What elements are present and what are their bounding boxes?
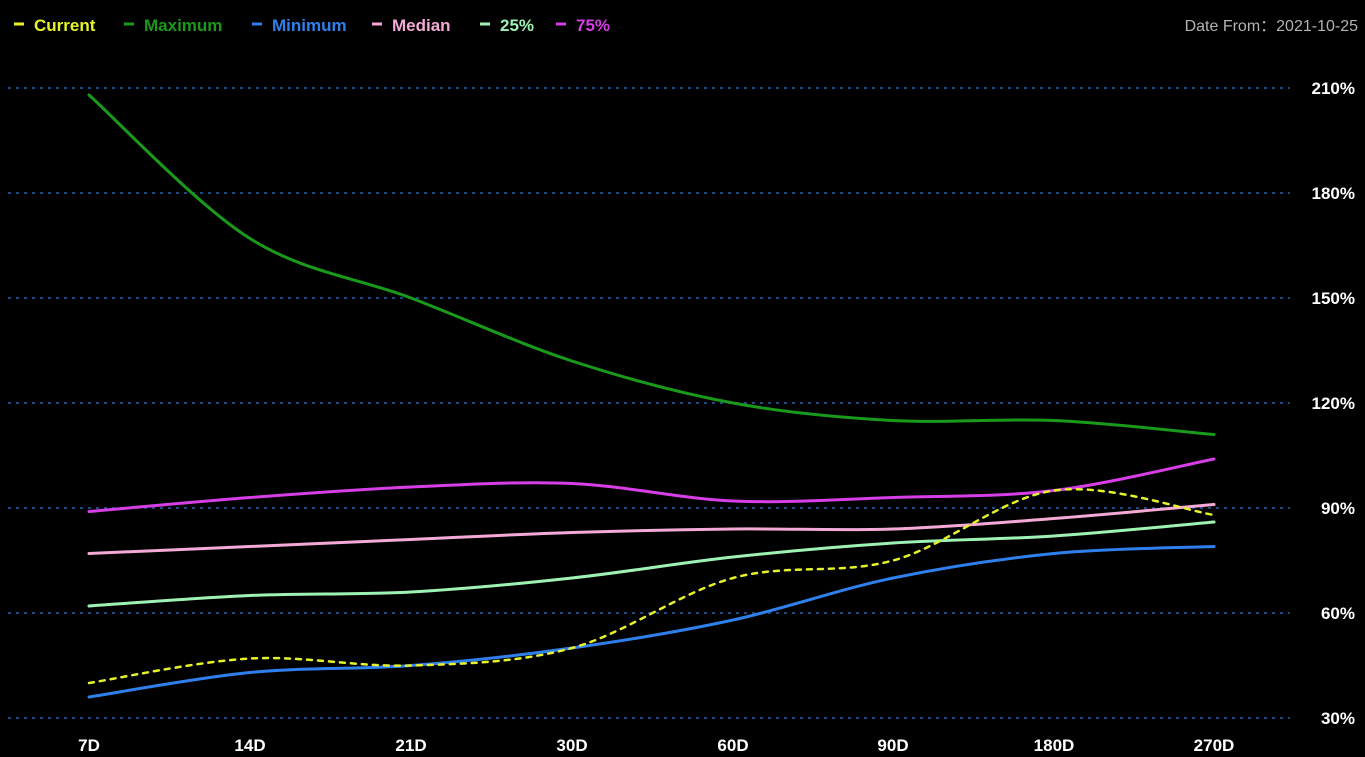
legend: Current Maximum Minimum Median 25% 75% [14,16,610,35]
legend-label: Median [392,16,451,35]
x-tick-label: 30D [556,736,587,755]
x-tick-label: 90D [877,736,908,755]
series-line-current [87,488,1216,685]
y-tick-label: 30% [1321,709,1355,728]
x-axis-tick-labels: 7D 14D 21D 30D 60D 90D 180D 270D [78,736,1234,755]
legend-label: Current [34,16,96,35]
x-tick-label: 14D [234,736,265,755]
date-from-label: Date From：2021-10-25 [1185,18,1359,35]
x-tick-label: 7D [78,736,100,755]
series-lines [87,93,1216,699]
series-line-maximum [87,93,1216,436]
series-line-25pct [87,520,1216,608]
series-line-minimum [87,545,1216,699]
x-tick-label: 21D [395,736,426,755]
series-line-median [87,503,1216,555]
legend-label: 75% [576,16,610,35]
x-tick-label: 60D [717,736,748,755]
y-axis-tick-labels: 30% 60% 90% 120% 150% 180% 210% [1312,79,1355,728]
y-tick-label: 90% [1321,499,1355,518]
y-tick-label: 60% [1321,604,1355,623]
y-tick-label: 210% [1312,79,1355,98]
series-line-75pct [87,457,1216,513]
x-tick-label: 270D [1194,736,1235,755]
x-tick-label: 180D [1034,736,1075,755]
grid-lines [8,87,1290,719]
y-tick-label: 150% [1312,289,1355,308]
y-tick-label: 120% [1312,394,1355,413]
legend-label: Minimum [272,16,347,35]
legend-label: 25% [500,16,534,35]
y-tick-label: 180% [1312,184,1355,203]
legend-label: Maximum [144,16,222,35]
